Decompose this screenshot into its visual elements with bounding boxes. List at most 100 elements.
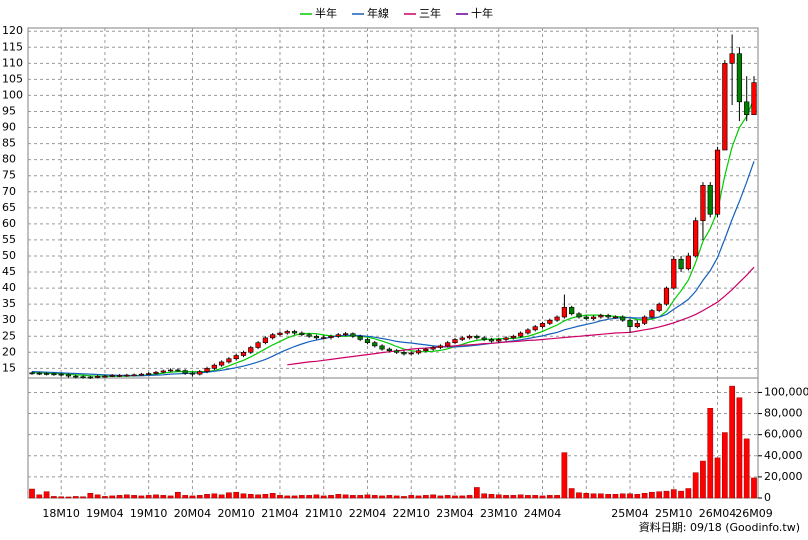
candle-body bbox=[634, 323, 640, 327]
x-tick-label: 20M04 bbox=[174, 507, 212, 520]
x-tick-label: 19M10 bbox=[130, 507, 168, 520]
candle-body bbox=[233, 355, 239, 360]
candle-body bbox=[197, 371, 203, 375]
candle-body bbox=[518, 332, 524, 337]
candle-body bbox=[452, 339, 458, 343]
candle-body bbox=[262, 337, 268, 343]
volume-bar bbox=[233, 491, 240, 499]
candle-body bbox=[583, 316, 589, 319]
volume-bar bbox=[379, 495, 385, 499]
ma-line bbox=[31, 161, 755, 377]
volume-bar bbox=[364, 494, 371, 499]
candle-body bbox=[488, 339, 495, 342]
candle-body bbox=[510, 335, 516, 339]
volume-bar bbox=[393, 495, 400, 499]
volume-bar bbox=[466, 495, 473, 499]
y2-tick-label: 80,000 bbox=[764, 407, 803, 420]
candle-body bbox=[342, 333, 349, 335]
volume-bar bbox=[729, 385, 735, 499]
x-tick-label: 26M04 bbox=[699, 507, 737, 520]
volume-bar bbox=[561, 452, 568, 499]
volume-bar bbox=[751, 477, 757, 499]
candle-body bbox=[569, 307, 575, 315]
candle-body bbox=[590, 316, 597, 319]
candle-body bbox=[379, 345, 385, 350]
candle-body bbox=[642, 316, 648, 324]
x-tick-label: 26M09 bbox=[735, 507, 773, 520]
volume-bar bbox=[131, 495, 137, 499]
y-tick-label: 70 bbox=[2, 185, 16, 198]
candle-body bbox=[554, 316, 560, 321]
volume-bar bbox=[284, 495, 291, 499]
candle-body bbox=[605, 315, 611, 318]
candle-body bbox=[620, 316, 626, 321]
candle-body bbox=[656, 303, 662, 311]
candle-body bbox=[204, 368, 210, 372]
candle-body bbox=[671, 258, 677, 289]
volume-bar bbox=[145, 495, 152, 499]
y-tick-label: 105 bbox=[2, 72, 23, 85]
volume-bar bbox=[182, 495, 189, 499]
candle-body bbox=[525, 329, 531, 334]
volume-bar bbox=[58, 496, 65, 499]
candle-body bbox=[226, 358, 232, 363]
candle-body bbox=[153, 371, 159, 374]
volume-bar bbox=[291, 495, 298, 499]
volume-bar bbox=[189, 495, 196, 499]
volume-bar bbox=[123, 494, 130, 499]
volume-bar bbox=[204, 494, 210, 499]
y-tick-label: 55 bbox=[2, 233, 16, 246]
x-tick-label: 22M04 bbox=[349, 507, 387, 520]
volume-bar bbox=[109, 495, 116, 499]
y2-tick-label: 20,000 bbox=[764, 470, 803, 483]
volume-bar bbox=[313, 494, 320, 499]
candle-body bbox=[612, 316, 619, 319]
candle-body bbox=[102, 375, 108, 378]
volume-bar bbox=[503, 495, 509, 499]
y-tick-label: 50 bbox=[2, 249, 16, 262]
x-tick-label: 19M04 bbox=[86, 507, 124, 520]
legend-label: 十年 bbox=[471, 6, 493, 20]
candle-body bbox=[372, 342, 378, 347]
x-tick-label: 21M10 bbox=[305, 507, 343, 520]
candle-body bbox=[43, 373, 50, 375]
volume-bar bbox=[350, 495, 356, 499]
volume-bar bbox=[670, 489, 677, 499]
volume-bar bbox=[721, 432, 728, 499]
candle-body bbox=[189, 372, 196, 375]
volume-bar bbox=[576, 492, 582, 499]
volume-bar bbox=[510, 495, 517, 499]
candle-body bbox=[270, 334, 276, 339]
volume-bar bbox=[444, 495, 451, 499]
candle-body bbox=[95, 376, 101, 378]
volume-bar bbox=[29, 488, 35, 499]
volume-bar bbox=[371, 495, 378, 499]
candle-body bbox=[415, 350, 422, 354]
volume-bar bbox=[306, 495, 312, 499]
volume-bar bbox=[546, 495, 553, 499]
volume-bar bbox=[590, 493, 597, 499]
y-tick-label: 100 bbox=[2, 88, 23, 101]
y-tick-label: 115 bbox=[2, 40, 23, 53]
candle-body bbox=[291, 331, 298, 334]
candle-body bbox=[663, 287, 670, 305]
candle-body bbox=[240, 352, 247, 356]
volume-bar bbox=[700, 460, 706, 499]
volume-bar bbox=[153, 494, 159, 499]
ma-line bbox=[31, 98, 755, 378]
volume-bar bbox=[87, 493, 94, 499]
volume-bar bbox=[298, 495, 305, 499]
volume-bar bbox=[342, 494, 349, 499]
volume-bar bbox=[649, 491, 655, 499]
y-tick-label: 20 bbox=[2, 345, 16, 358]
volume-bar bbox=[663, 490, 670, 499]
volume-frame bbox=[27, 377, 759, 499]
volume-bar bbox=[211, 493, 218, 499]
volume-bar bbox=[262, 494, 269, 499]
candle-body bbox=[474, 335, 480, 339]
volume-bar bbox=[277, 495, 283, 499]
volume-bar bbox=[255, 494, 261, 499]
candle-body bbox=[80, 376, 86, 379]
